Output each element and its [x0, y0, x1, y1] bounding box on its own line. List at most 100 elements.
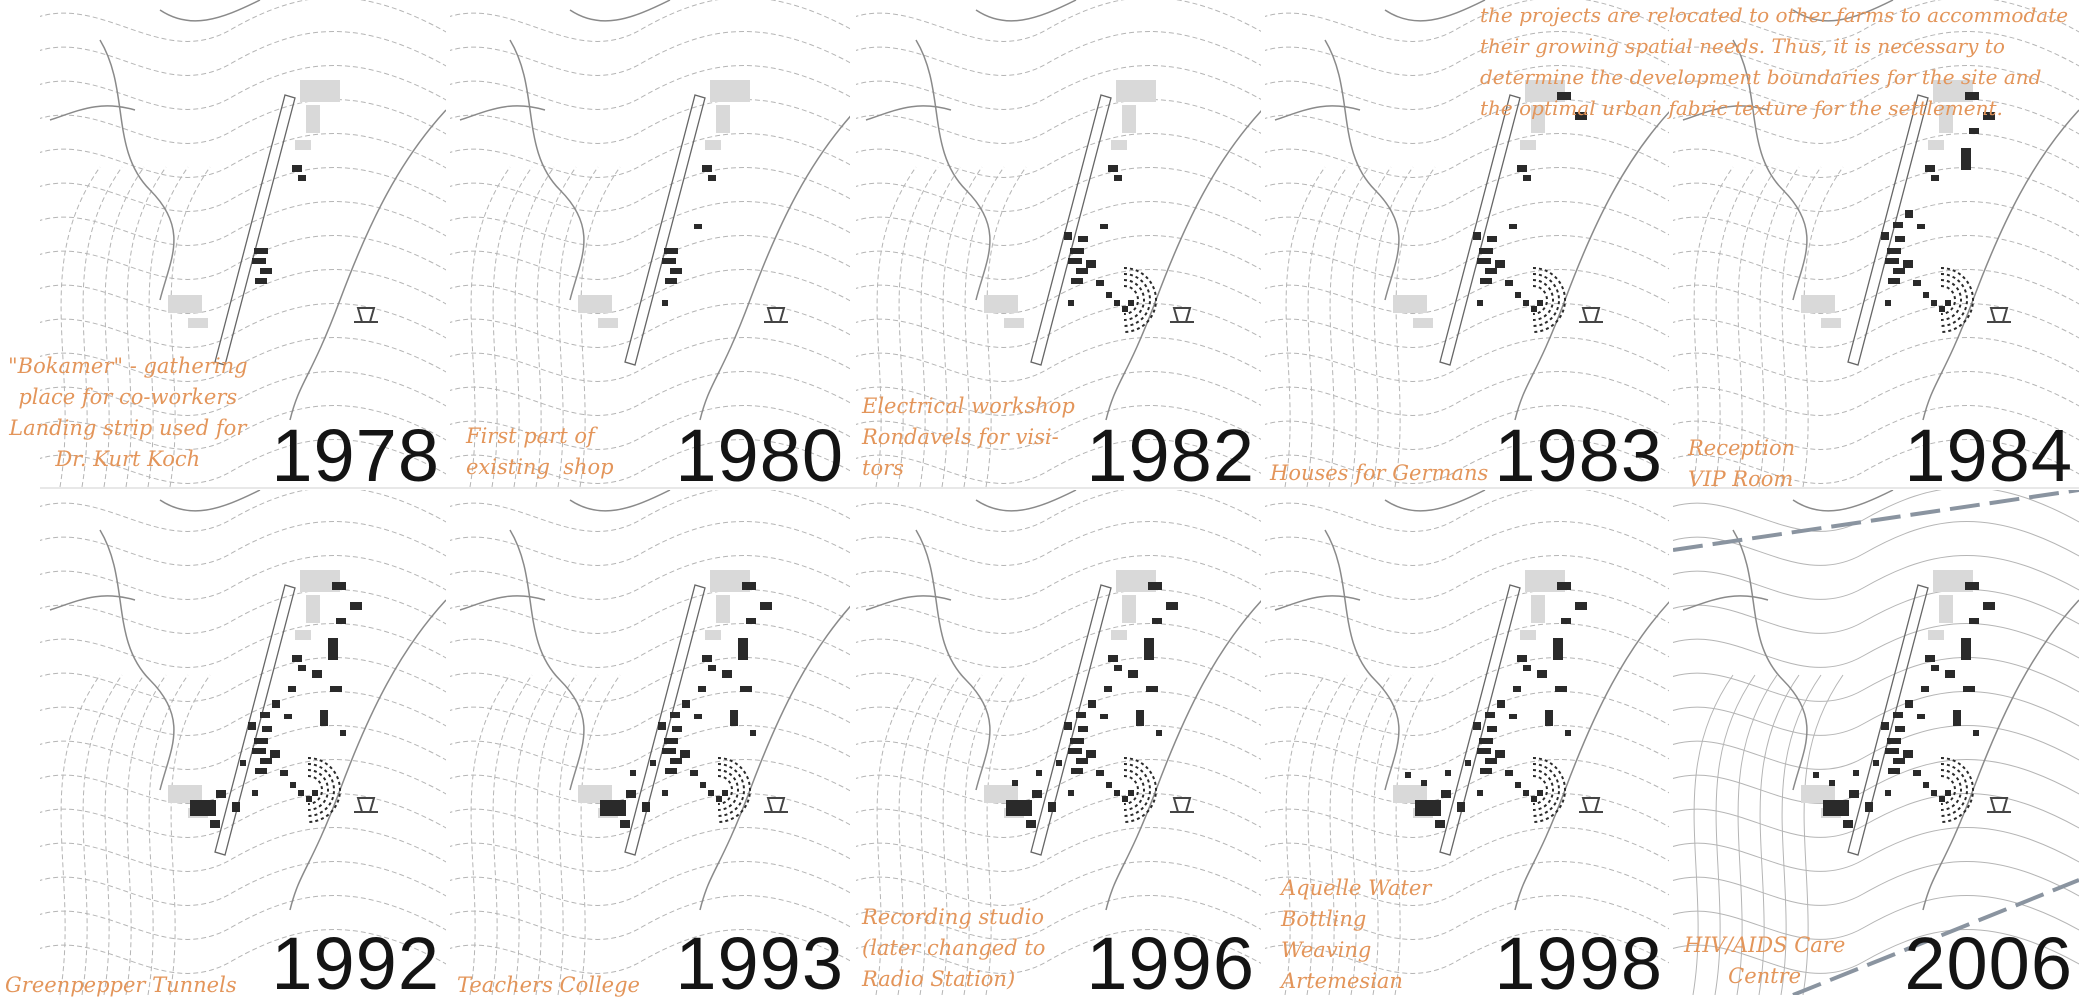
site-plan-map	[856, 490, 1261, 995]
rondavels	[1123, 757, 1157, 823]
dam-symbol	[764, 797, 788, 813]
rondavels	[1532, 757, 1566, 823]
site-plan-map	[40, 0, 446, 487]
dam-symbol	[1987, 307, 2011, 323]
annotation-1992: Greenpepper Tunnels	[5, 973, 237, 997]
annotation-1996: Recording studio (later changed to Radio…	[862, 905, 1046, 991]
annotation-1993: Teachers College	[457, 973, 640, 997]
map-panel-1983: 1983	[1265, 0, 1669, 487]
annotation-1983: Houses for Germans	[1270, 461, 1489, 485]
new-buildings	[252, 165, 306, 284]
map-drawing	[1673, 490, 2079, 995]
existing-buildings	[578, 80, 750, 328]
site-plan-map	[450, 0, 850, 487]
landing-strip	[1847, 584, 1929, 856]
contour-lines	[856, 0, 1261, 487]
annotation-1982: Electrical workshop Rondavels for visi- …	[862, 394, 1075, 480]
stream-lines	[459, 490, 850, 911]
annotation-1998: Aquelle Water Bottling Weaving Artemesia…	[1281, 876, 1432, 993]
existing-buildings	[1801, 80, 1973, 328]
map-panel-2006: 2006	[1673, 490, 2079, 995]
development-boundary	[1673, 490, 2079, 995]
map-drawing	[40, 490, 446, 995]
site-plan-map	[450, 490, 850, 995]
contour-lines	[1673, 0, 2079, 487]
dam-symbol	[1579, 797, 1603, 813]
rondavels	[1940, 757, 1974, 823]
dam-symbol	[1579, 307, 1603, 323]
existing-buildings	[1393, 570, 1565, 818]
site-plan-map	[1265, 0, 1669, 487]
existing-buildings	[168, 80, 340, 328]
year-label: 1996	[1086, 922, 1255, 996]
year-label: 1982	[1086, 414, 1255, 488]
stream-lines	[49, 0, 446, 421]
year-label: 1980	[675, 414, 844, 488]
landing-strip	[1439, 584, 1521, 856]
dam-symbol	[1987, 797, 2011, 813]
stream-lines	[459, 0, 850, 421]
existing-buildings	[168, 570, 340, 818]
contour-lines	[1265, 0, 1669, 487]
map-drawing	[450, 490, 850, 995]
contour-lines	[856, 490, 1261, 995]
new-buildings	[1064, 165, 1134, 312]
rondavels	[717, 757, 751, 823]
dam-symbol	[354, 307, 378, 323]
map-panel-1998: 1998	[1265, 490, 1669, 995]
landing-strip	[624, 94, 706, 366]
stream-lines	[1682, 490, 2079, 911]
row-divider	[40, 487, 2079, 489]
map-drawing	[856, 490, 1261, 995]
dam-symbol	[1170, 307, 1194, 323]
new-buildings	[1881, 92, 1995, 312]
new-buildings	[1006, 582, 1178, 828]
intro-paragraph: the projects are relocated to other farm…	[1480, 3, 2069, 120]
site-plan-map	[856, 0, 1261, 487]
rondavels	[307, 757, 341, 823]
map-drawing	[1265, 0, 1669, 487]
new-buildings	[1405, 582, 1587, 828]
year-label: 1993	[675, 922, 844, 996]
rondavels	[1532, 267, 1566, 333]
existing-buildings	[984, 80, 1156, 328]
contour-lines	[450, 0, 850, 487]
map-drawing	[1673, 0, 2079, 487]
landing-strip	[1030, 94, 1112, 366]
map-panel-1980: 1980	[450, 0, 850, 487]
map-drawing	[856, 0, 1261, 487]
existing-buildings	[1801, 570, 1973, 818]
annotation-1978: "Bokamer" - gathering place for co-worke…	[8, 354, 248, 471]
rondavels	[1940, 267, 1974, 333]
dam-symbol	[1170, 797, 1194, 813]
landing-strip	[214, 584, 296, 856]
map-panel-1992: 1992	[40, 490, 446, 995]
map-drawing	[450, 0, 850, 487]
contour-lines	[450, 490, 850, 995]
annotation-1980: First part of existing shop	[466, 424, 614, 479]
landing-strip	[214, 94, 296, 366]
year-label: 1983	[1494, 414, 1663, 488]
landing-strip	[1439, 94, 1521, 366]
landing-strip	[1030, 584, 1112, 856]
new-buildings	[1813, 582, 1995, 828]
stream-lines	[1682, 0, 2079, 421]
dam-symbol	[764, 307, 788, 323]
map-drawing	[1265, 490, 1669, 995]
stream-lines	[1274, 0, 1669, 421]
annotation-2006: HIV/AIDS Care Centre	[1684, 933, 1846, 988]
contour-lines	[40, 0, 446, 487]
year-label: 1978	[271, 414, 440, 488]
year-label: 2006	[1904, 922, 2073, 996]
map-panel-1978: 1978	[40, 0, 446, 487]
map-drawing	[40, 0, 446, 487]
year-label: 1992	[271, 922, 440, 996]
annotation-1984: Reception VIP Room	[1688, 436, 1796, 491]
contour-lines	[1265, 490, 1669, 995]
existing-buildings	[1393, 80, 1565, 328]
rondavels	[1123, 267, 1157, 333]
contour-lines	[40, 490, 446, 995]
dam-symbol	[354, 797, 378, 813]
contour-lines	[1673, 490, 2079, 995]
new-buildings	[600, 582, 772, 828]
